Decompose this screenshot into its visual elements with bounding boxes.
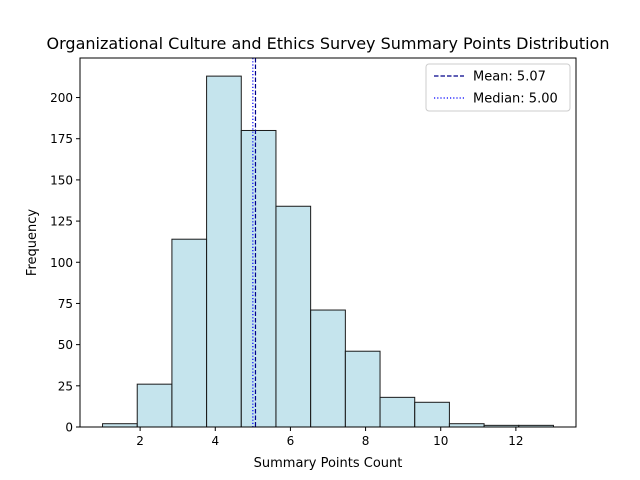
y-tick-label: 100 — [50, 256, 73, 270]
legend: Mean: 5.07 Median: 5.00 — [425, 63, 571, 112]
histogram-bar — [171, 238, 208, 428]
x-tick-label: 2 — [136, 434, 144, 448]
x-tick-label: 10 — [433, 434, 448, 448]
y-tick-label: 25 — [58, 379, 73, 393]
x-tick-label: 8 — [362, 434, 370, 448]
legend-mean-label: Mean: 5.07 — [473, 70, 546, 85]
x-tick-label: 12 — [508, 434, 523, 448]
y-tick-label: 125 — [50, 215, 73, 229]
histogram-bar — [414, 401, 450, 428]
plot-frame — [79, 57, 577, 428]
y-tick-label: 0 — [65, 421, 73, 435]
y-axis-label: Frequency — [25, 209, 40, 276]
y-tick-label: 75 — [58, 297, 73, 311]
histogram-bar — [344, 350, 381, 428]
histogram-bar — [310, 309, 346, 428]
y-tick-label: 150 — [50, 173, 73, 187]
histogram-bar — [379, 396, 416, 428]
histogram-bar — [275, 205, 312, 428]
y-tick-label: 175 — [50, 132, 73, 146]
chart-title: Organizational Culture and Ethics Survey… — [47, 34, 610, 53]
x-tick-label: 4 — [211, 434, 219, 448]
histogram-bar — [206, 75, 242, 428]
y-tick-label: 50 — [58, 338, 73, 352]
x-tick-label: 6 — [287, 434, 295, 448]
y-tick-label: 200 — [50, 91, 73, 105]
histogram-bar — [240, 129, 277, 428]
x-axis-label: Summary Points Count — [254, 456, 403, 471]
legend-median-label: Median: 5.00 — [473, 92, 558, 107]
histogram-bar — [136, 383, 173, 428]
